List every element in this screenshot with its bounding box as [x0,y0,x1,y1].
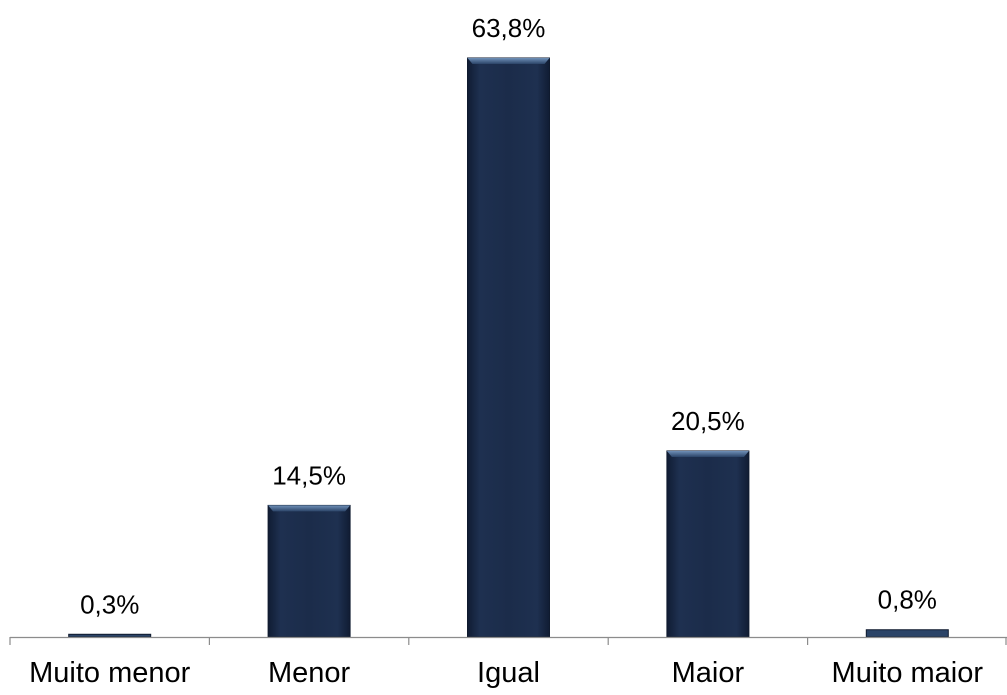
bar-body [467,57,550,638]
bar-body [666,450,750,638]
bar-1 [68,633,152,638]
category-label: Muito menor [29,657,191,689]
bar-body [267,504,351,638]
bars-layer [68,57,949,638]
value-label: 0,8% [878,585,937,615]
bar-body [865,629,949,638]
category-label: Menor [268,657,351,689]
bar-bevel [666,450,749,457]
value-label: 14,5% [272,460,346,490]
value-labels-layer: 0,3% 14,5% 63,8% 20,5% 0,8% [80,13,937,619]
bar-body [68,633,152,638]
category-label: Maior [672,657,745,689]
value-label: 0,3% [80,589,139,619]
value-label: 63,8% [472,13,546,43]
bar-4 [666,450,750,638]
bar-3 [467,57,550,638]
value-label: 20,5% [671,406,745,436]
bar-5 [865,629,949,638]
bar-bevel [268,505,351,512]
category-label: Igual [477,657,540,689]
x-axis [9,636,1007,645]
category-labels-layer: Muito menor Menor Igual Maior Muito maior [29,657,983,689]
category-label: Muito maior [832,657,984,689]
bar-bevel [467,58,550,64]
bar-2 [267,504,351,638]
